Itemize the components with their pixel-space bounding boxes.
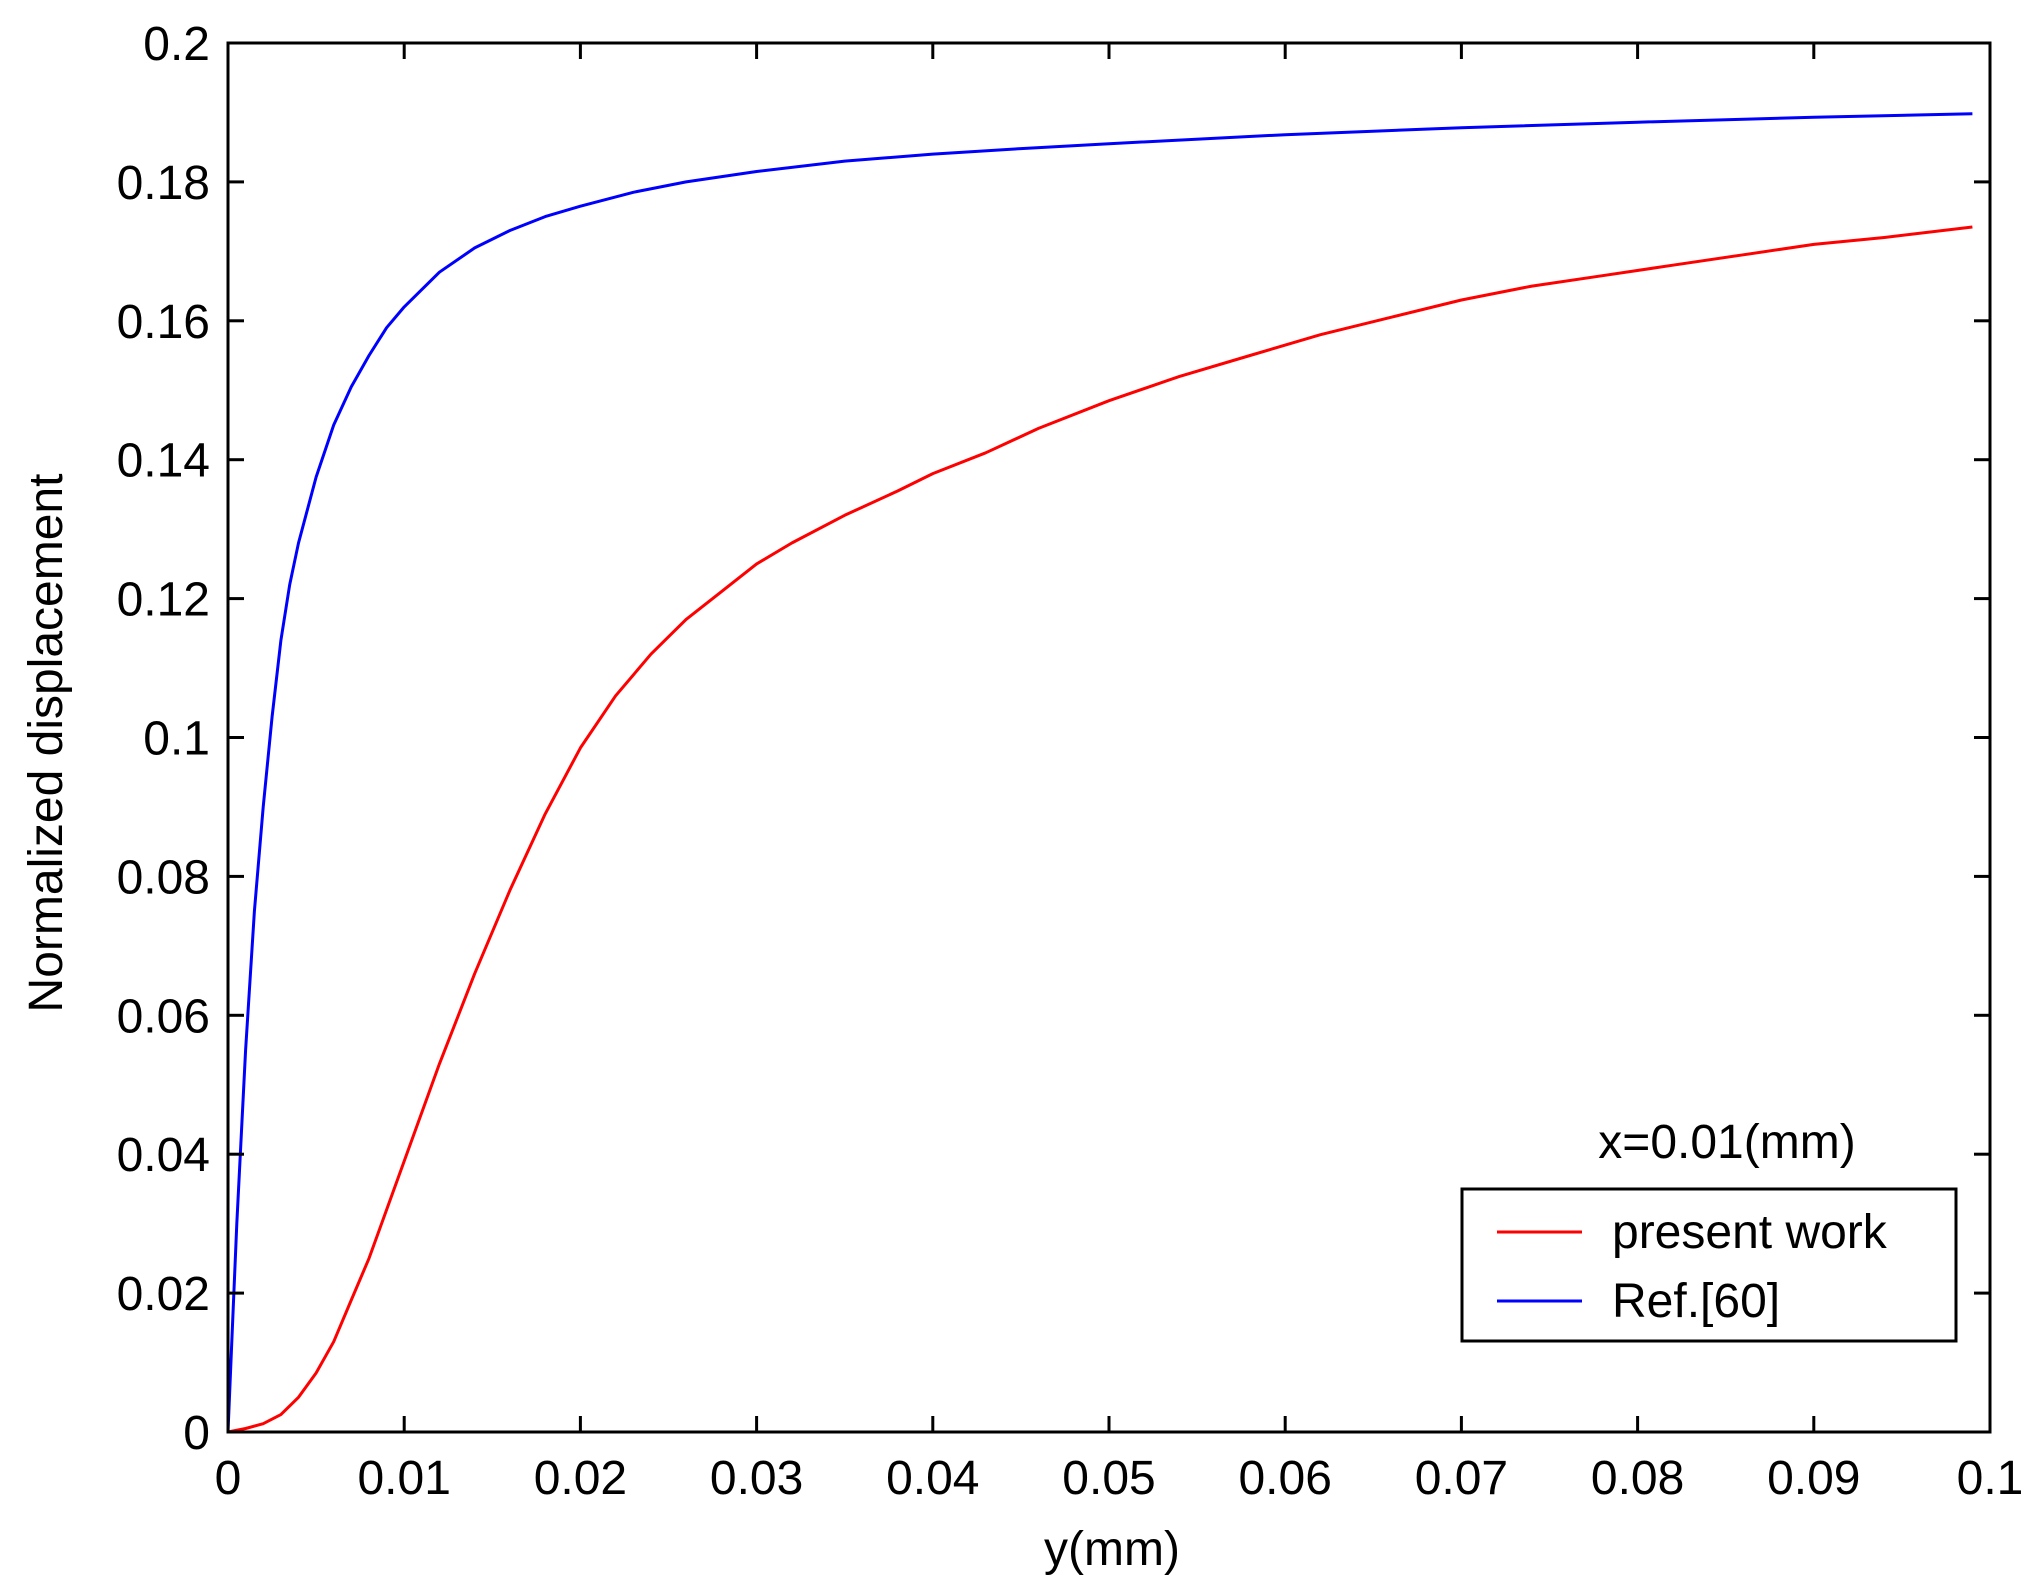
ticks-layer: 0 0.01 0.02 0.03 0.04 0.05 0.06 0.07 0.08 0.09 0.1… — [117, 18, 2024, 1505]
y-tick-label: 0.16 — [117, 296, 210, 349]
y-tick-label: 0.12 — [117, 574, 210, 627]
x-tick-label: 0.01 — [357, 1452, 450, 1505]
y-tick-label: 0.2 — [143, 18, 210, 71]
x-axis-title: y(mm) — [1044, 1523, 1180, 1576]
x-tick-label: 0.07 — [1415, 1452, 1508, 1505]
annotation-label: x=0.01(mm) — [1598, 1116, 1855, 1169]
x-tick-label: 0.05 — [1062, 1452, 1155, 1505]
y-tick-label: 0.1 — [143, 713, 210, 766]
x-tick-label: 0.06 — [1238, 1452, 1331, 1505]
series-layer — [226, 112, 1973, 1434]
x-tick-label: 0 — [215, 1452, 242, 1505]
x-tick-label: 0.1 — [1957, 1452, 2024, 1505]
y-tick-label: 0.04 — [117, 1129, 210, 1182]
y-axis-title: Normalized displacement — [20, 474, 73, 1013]
x-tick-label: 0.09 — [1767, 1452, 1860, 1505]
legend-label-ref-60: Ref.[60] — [1612, 1275, 1780, 1328]
y-tick-label: 0 — [183, 1407, 210, 1460]
x-tick-label: 0.02 — [534, 1452, 627, 1505]
y-tick-label: 0.06 — [117, 990, 210, 1043]
y-tick-label: 0.14 — [117, 435, 210, 488]
x-tick-label: 0.04 — [886, 1452, 979, 1505]
legend-label-present-work: present work — [1612, 1206, 1888, 1259]
series-line-ref-60 — [226, 112, 1973, 1433]
x-tick-label: 0.03 — [710, 1452, 803, 1505]
legend-box — [1460, 1187, 1958, 1343]
legend: present work Ref.[60] — [1460, 1187, 1958, 1343]
series-line-present-work — [227, 225, 1973, 1434]
y-tick-label: 0.02 — [117, 1268, 210, 1321]
y-tick-label: 0.08 — [117, 851, 210, 904]
y-tick-label: 0.18 — [117, 157, 210, 210]
x-tick-label: 0.08 — [1591, 1452, 1684, 1505]
